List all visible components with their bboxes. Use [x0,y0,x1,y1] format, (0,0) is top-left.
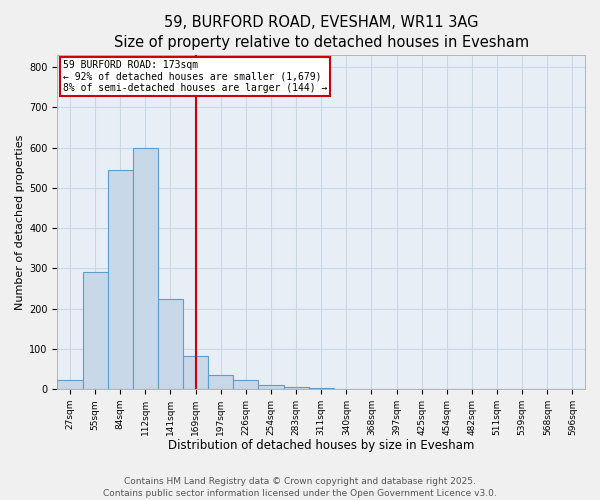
Bar [308,388,334,389]
Y-axis label: Number of detached properties: Number of detached properties [15,134,25,310]
Bar [58,380,83,389]
Bar [259,385,284,389]
Bar [133,148,158,389]
Bar [158,298,183,389]
Title: 59, BURFORD ROAD, EVESHAM, WR11 3AG
Size of property relative to detached houses: 59, BURFORD ROAD, EVESHAM, WR11 3AG Size… [113,15,529,50]
X-axis label: Distribution of detached houses by size in Evesham: Distribution of detached houses by size … [168,440,475,452]
Text: Contains HM Land Registry data © Crown copyright and database right 2025.
Contai: Contains HM Land Registry data © Crown c… [103,476,497,498]
Bar [183,356,208,389]
Bar [284,387,308,389]
Bar [107,170,133,389]
Bar [208,374,233,389]
Text: 59 BURFORD ROAD: 173sqm
← 92% of detached houses are smaller (1,679)
8% of semi-: 59 BURFORD ROAD: 173sqm ← 92% of detache… [62,60,327,94]
Bar [233,380,259,389]
Bar [83,272,107,389]
